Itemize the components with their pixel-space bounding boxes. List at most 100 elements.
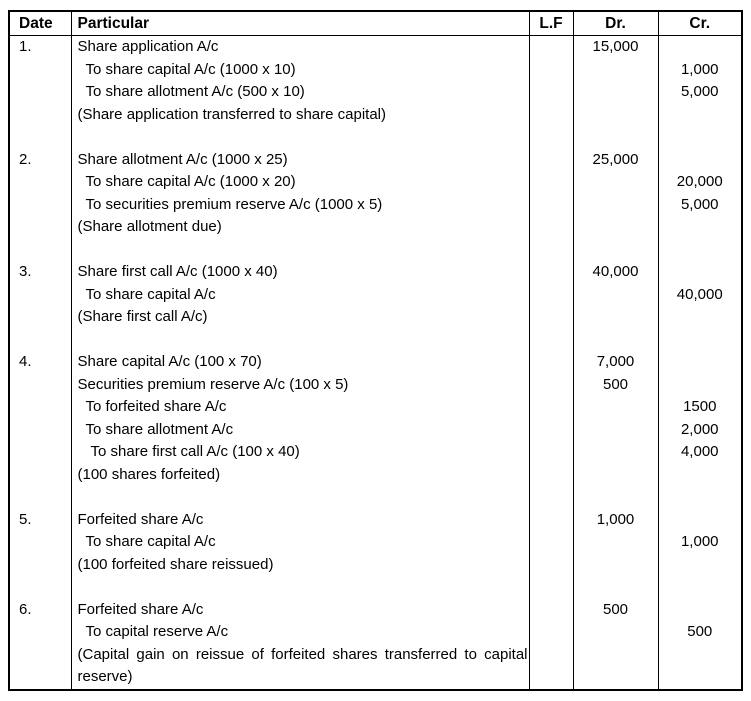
entry-gap	[72, 239, 529, 262]
cr-amount: 40,000	[676, 285, 723, 303]
journal-entries-table: Date Particular L.F Dr. Cr. 1. Share appl…	[8, 10, 743, 691]
dr-amount: 25,000	[592, 150, 639, 168]
cr-cell: 1,000	[657, 508, 743, 599]
cr-amount	[659, 261, 742, 284]
credit-account-line: To share capital A/c (1000 x 10)	[85, 60, 296, 78]
dr-amount	[574, 419, 658, 442]
dr-amount	[574, 81, 658, 104]
header-row: Date Particular L.F Dr. Cr.	[8, 11, 743, 36]
dr-amount	[574, 531, 658, 554]
entry-gap	[72, 576, 529, 599]
date-value: 3.	[19, 263, 32, 280]
cr-amount: 20,000	[676, 173, 723, 190]
particular-cell: Share first call A/c (1000 x 40) To share…	[70, 261, 530, 352]
cr-amount	[659, 644, 742, 667]
dr-amount	[574, 194, 658, 217]
dr-amount: 7,000	[596, 353, 635, 370]
cr-amount	[659, 351, 742, 374]
narration-line: (Capital gain on reissue of forfeited sh…	[77, 645, 528, 686]
cr-amount: 2,000	[680, 420, 719, 438]
credit-account-line: To share allotment A/c (500 x 10)	[85, 83, 305, 100]
date-cell: 4.	[8, 351, 72, 509]
date-cell: 2.	[8, 148, 72, 261]
cr-amount: 5,000	[680, 83, 719, 100]
cr-amount	[659, 374, 742, 397]
dr-amount	[574, 554, 658, 577]
cr-amount: 4,000	[680, 443, 719, 460]
cr-amount: 1,000	[680, 60, 719, 78]
cr-amount: 500	[687, 623, 713, 640]
cr-amount	[659, 306, 742, 329]
dr-cell: 7,000 500	[572, 351, 659, 509]
cr-amount	[659, 36, 742, 59]
credit-account-line: To share capital A/c	[85, 533, 216, 550]
cr-cell: 40,000	[657, 261, 743, 351]
dr-amount	[574, 171, 658, 194]
particular-cell: Share capital A/c (100 x 70) Securities p…	[70, 351, 530, 509]
narration-line: (Share application transferred to share …	[77, 105, 387, 123]
narration-line: (Share first call A/c)	[77, 308, 208, 325]
entry-gap	[72, 329, 529, 352]
dr-amount: 15,000	[592, 38, 639, 55]
dr-amount	[574, 464, 658, 487]
lf-cell	[528, 35, 574, 149]
date-value: 4.	[19, 353, 32, 370]
debit-account-line: Share capital A/c (100 x 70)	[77, 353, 262, 370]
credit-account-line: To share capital A/c	[85, 285, 216, 303]
dr-amount	[574, 59, 658, 82]
dr-cell: 15,000	[572, 35, 659, 149]
dr-cell: 40,000	[572, 261, 659, 351]
date-value: 6.	[19, 600, 32, 618]
date-cell: 5.	[8, 508, 72, 599]
particular-cell: Share allotment A/c (1000 x 25) To share …	[70, 148, 530, 262]
cr-amount	[659, 554, 742, 577]
dr-amount	[574, 306, 658, 329]
debit-account-line: Share allotment A/c (1000 x 25)	[77, 150, 288, 168]
particular-cell: Share application A/c To share capital A/…	[70, 35, 530, 149]
dr-amount	[574, 396, 658, 419]
credit-account-line: To forfeited share A/c	[85, 398, 227, 415]
journal-entry-row: 3. Share first call A/c (1000 x 40) To sha…	[8, 261, 743, 352]
dr-cell: 500	[572, 598, 659, 690]
cr-cell: 500	[657, 598, 743, 690]
credit-account-line: To share capital A/c (1000 x 20)	[85, 173, 296, 190]
header-date: Date	[8, 11, 72, 36]
debit-account-line: Forfeited share A/c	[77, 600, 204, 618]
date-cell: 1.	[8, 35, 72, 149]
entry-gap	[72, 486, 529, 509]
debit-account-line: Securities premium reserve A/c (100 x 5)	[77, 375, 349, 393]
dr-amount: 1,000	[596, 510, 635, 528]
cr-amount	[659, 509, 742, 532]
cr-amount	[659, 216, 742, 239]
particular-cell: Forfeited share A/c To capital reserve A/…	[70, 598, 530, 690]
journal-entry-row: 6. Forfeited share A/c To capital reserve …	[8, 598, 743, 690]
lf-cell	[528, 508, 574, 599]
journal-entry-row: 5. Forfeited share A/c To share capital A/…	[8, 508, 743, 599]
journal-entry-row: 1. Share application A/c To share capital …	[8, 35, 743, 149]
narration-line: (100 forfeited share reissued)	[77, 555, 274, 573]
date-value: 5.	[19, 510, 32, 528]
dr-amount	[574, 216, 658, 239]
header-lf: L.F	[528, 11, 574, 36]
credit-account-line: To share first call A/c (100 x 40)	[90, 443, 300, 460]
lf-cell	[528, 148, 574, 261]
journal-entry-row: 4. Share capital A/c (100 x 70) Securities…	[8, 351, 743, 509]
cr-amount	[659, 464, 742, 487]
journal-entry-row: 2. Share allotment A/c (1000 x 25) To shar…	[8, 148, 743, 262]
dr-amount: 500	[602, 600, 629, 618]
header-particular: Particular	[70, 11, 530, 36]
date-value: 2.	[19, 150, 32, 168]
dr-amount: 40,000	[592, 263, 639, 280]
date-cell: 6.	[8, 598, 72, 690]
credit-account-line: To securities premium reserve A/c (1000 …	[85, 195, 383, 213]
cr-amount	[659, 104, 742, 127]
dr-amount	[574, 621, 658, 644]
cr-amount	[659, 149, 742, 172]
cr-amount: 1500	[683, 398, 717, 415]
narration-line: (Share allotment due)	[77, 218, 222, 235]
cr-cell: 1,000 5,000	[657, 35, 743, 149]
lf-cell	[528, 261, 574, 351]
credit-account-line: To share allotment A/c	[85, 420, 234, 438]
date-cell: 3.	[8, 261, 72, 351]
